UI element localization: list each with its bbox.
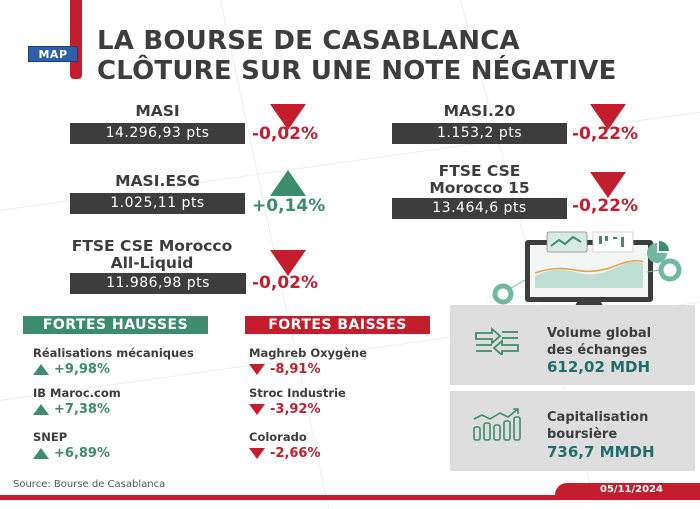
gainer-item: SNEP +6,89% bbox=[33, 430, 110, 461]
bar-chart-trend-icon bbox=[473, 408, 521, 441]
volume-stat-box: Volume global des échanges 612,02 MDH bbox=[450, 305, 695, 385]
index-ftse-morocco-15: FTSE CSE Morocco 15 13.464,6 pts bbox=[392, 163, 567, 219]
index-name-line2: All-Liquid bbox=[110, 254, 194, 272]
index-masi20: MASI.20 1.153,2 pts bbox=[392, 103, 567, 144]
down-arrow-icon bbox=[249, 404, 265, 415]
index-value: 13.464,6 pts bbox=[392, 198, 567, 219]
footer-date-tab bbox=[555, 483, 700, 500]
down-arrow-icon bbox=[270, 250, 306, 276]
stock-change: -8,91% bbox=[270, 362, 321, 377]
computer-dashboard-illustration bbox=[492, 231, 682, 310]
index-name: MASI.20 bbox=[443, 102, 516, 120]
index-value: 11.986,98 pts bbox=[70, 273, 246, 294]
index-name: MASI.ESG bbox=[115, 172, 200, 190]
index-ftse-all-liquid: FTSE CSE Morocco All-Liquid 11.986,98 pt… bbox=[58, 238, 246, 294]
stock-name: Réalisations mécaniques bbox=[33, 346, 194, 360]
exchange-arrows-icon bbox=[475, 327, 519, 355]
loser-item: Maghreb Oxygène -8,91% bbox=[249, 346, 367, 377]
index-change-wrap: +0,14% bbox=[252, 196, 325, 216]
gainer-item: IB Maroc.com +7,38% bbox=[33, 386, 121, 417]
index-name-line2: Morocco 15 bbox=[429, 179, 530, 197]
capitalisation-label-2: boursière bbox=[547, 427, 618, 442]
stock-name: Maghreb Oxygène bbox=[249, 346, 368, 360]
map-logo: MAP bbox=[28, 46, 78, 62]
header-accent-bar bbox=[70, 0, 82, 79]
stock-change: +7,38% bbox=[54, 402, 110, 417]
index-masi: MASI 14.296,93 pts bbox=[70, 103, 245, 144]
index-masi-esg: MASI.ESG 1.025,11 pts bbox=[70, 173, 245, 214]
up-arrow-icon bbox=[33, 364, 49, 375]
index-value: 1.153,2 pts bbox=[392, 123, 567, 144]
down-arrow-icon bbox=[249, 448, 265, 459]
capitalisation-value: 736,7 MMDH bbox=[547, 443, 655, 461]
index-name-line1: FTSE CSE Morocco bbox=[71, 237, 233, 255]
volume-label-1: Volume global bbox=[547, 326, 652, 341]
index-name: MASI bbox=[135, 102, 180, 120]
stock-name: SNEP bbox=[33, 430, 68, 444]
up-arrow-icon bbox=[270, 170, 306, 196]
index-value: 1.025,11 pts bbox=[70, 193, 245, 214]
capitalisation-stat-box: Capitalisation boursière 736,7 MMDH bbox=[450, 391, 695, 471]
losers-header: FORTES BAISSES bbox=[245, 316, 430, 334]
volume-label-2: des échanges bbox=[547, 343, 648, 358]
stock-change: -3,92% bbox=[270, 402, 321, 417]
loser-item: Colorado -2,66% bbox=[249, 430, 321, 461]
down-arrow-icon bbox=[249, 364, 265, 375]
down-arrow-icon bbox=[590, 172, 626, 198]
index-change-wrap: -0,02% bbox=[252, 273, 318, 293]
index-change: +0,14% bbox=[252, 196, 326, 216]
page-title: LA BOURSE DE CASABLANCA CLÔTURE SUR UNE … bbox=[97, 26, 617, 86]
index-change: -0,02% bbox=[252, 273, 319, 293]
title-line-1: LA BOURSE DE CASABLANCA bbox=[97, 26, 520, 56]
stock-change: +6,89% bbox=[54, 446, 110, 461]
up-arrow-icon bbox=[33, 448, 49, 459]
index-value: 14.296,93 pts bbox=[70, 123, 245, 144]
footer-bar bbox=[0, 495, 700, 500]
index-change: -0,22% bbox=[572, 196, 639, 216]
down-arrow-icon bbox=[270, 104, 306, 130]
index-change-wrap: -0,22% bbox=[572, 124, 638, 144]
up-arrow-icon bbox=[33, 404, 49, 415]
index-change: -0,22% bbox=[572, 124, 639, 144]
down-arrow-icon bbox=[590, 104, 626, 130]
date-text: 05/11/2024 bbox=[600, 484, 663, 495]
index-name-line1: FTSE CSE bbox=[438, 162, 521, 180]
loser-item: Stroc Industrie -3,92% bbox=[249, 386, 346, 417]
stock-name: Stroc Industrie bbox=[249, 386, 346, 400]
capitalisation-label-1: Capitalisation bbox=[547, 410, 649, 425]
stock-name: Colorado bbox=[249, 430, 307, 444]
title-line-2: CLÔTURE SUR UNE NOTE NÉGATIVE bbox=[97, 56, 617, 86]
index-change-wrap: -0,02% bbox=[252, 124, 318, 144]
stock-change: +9,98% bbox=[54, 362, 110, 377]
stock-name: IB Maroc.com bbox=[33, 386, 121, 400]
gainer-item: Réalisations mécaniques +9,98% bbox=[33, 346, 194, 377]
source-text: Source: Bourse de Casablanca bbox=[13, 479, 166, 490]
index-change-wrap: -0,22% bbox=[572, 196, 638, 216]
stock-change: -2,66% bbox=[270, 446, 321, 461]
volume-value: 612,02 MDH bbox=[547, 358, 651, 376]
gainers-header: FORTES HAUSSES bbox=[23, 316, 208, 334]
index-change: -0,02% bbox=[252, 124, 319, 144]
